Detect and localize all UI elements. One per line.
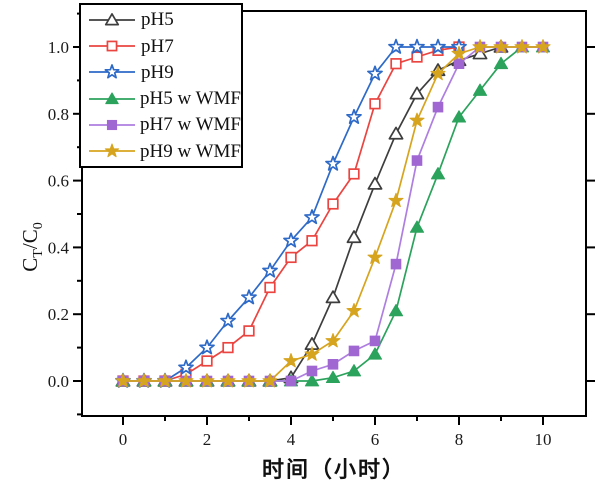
y-axis-label: CT/C0 (18, 191, 47, 303)
y-tick-label-0.2: 0.2 (48, 305, 69, 324)
legend-label-ph5-w-wmf: pH5 w WMF (140, 88, 241, 110)
x-axis-label: 时间（小时） (261, 458, 406, 483)
legend-label-ph5: pH5 (141, 9, 174, 31)
legend-entry-ph5-w-wmf: pH5 w WMF (86, 86, 241, 111)
y-tick-label-0.0: 0.0 (48, 372, 69, 391)
legend-label-ph9: pH9 (141, 61, 174, 83)
legend-entry-ph7: pH7 (86, 34, 241, 59)
x-tick-label-8: 8 (455, 430, 464, 449)
legend-marker-ph7-icon (89, 40, 135, 52)
x-tick-label-2: 2 (203, 430, 212, 449)
y-tick-label-0.6: 0.6 (48, 172, 69, 191)
y-axis-label-base1: C (18, 257, 42, 272)
x-tick-label-0: 0 (119, 430, 128, 449)
legend-entry-ph5: pH5 (86, 7, 241, 32)
legend-entry-ph9: pH9 (86, 60, 241, 85)
legend-entry-ph7-w-wmf: pH7 w WMF (86, 112, 241, 137)
x-tick-label-10: 10 (535, 430, 552, 449)
x-tick-label-6: 6 (371, 430, 380, 449)
series-ph9-w-wmf (115, 39, 551, 388)
legend-marker-ph7-w-wmf-icon (89, 119, 135, 130)
legend-entry-ph9-w-wmf: pH9 w WMF (86, 139, 241, 164)
y-tick-label-0.8: 0.8 (48, 105, 69, 124)
x-tick-label-4: 4 (287, 430, 296, 449)
y-axis-label-sub2: 0 (31, 222, 47, 230)
legend-marker-ph5-w-wmf-icon (89, 92, 135, 104)
legend-marker-ph5-icon (89, 12, 135, 26)
series-ph9 (115, 38, 467, 388)
legend-marker-ph9-icon (89, 64, 135, 79)
y-axis-label-sub1: T (31, 249, 47, 258)
legend-label-ph7-w-wmf: pH7 w WMF (140, 114, 241, 136)
y-axis-label-divider: / (18, 243, 42, 250)
y-tick-label-1.0: 1.0 (48, 38, 69, 57)
legend-marker-ph9-w-wmf-icon (89, 143, 135, 158)
y-tick-label-0.4: 0.4 (48, 238, 70, 257)
legend: pH5 pH7 pH9 pH5 w WMF pH7 w WMF pH9 w WMF (79, 3, 243, 168)
legend-label-ph7: pH7 (141, 35, 174, 57)
legend-label-ph9-w-wmf: pH9 w WMF (140, 140, 241, 162)
y-axis-label-base2: C (18, 229, 42, 244)
